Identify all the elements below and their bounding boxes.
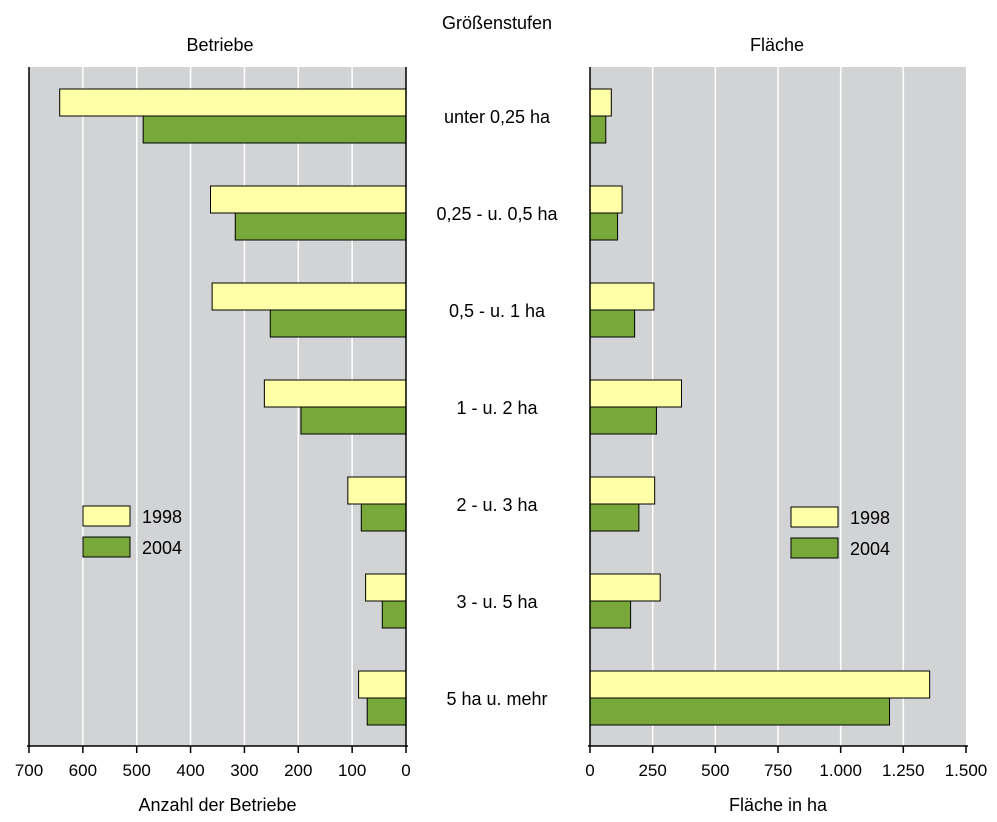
right-tick-label: 1.000 — [819, 761, 862, 780]
left-title: Betriebe — [186, 35, 253, 55]
left-tick-label: 200 — [284, 761, 312, 780]
category-labels: unter 0,25 ha 0,25 - u. 0,5 ha 0,5 - u. 1 … — [436, 107, 558, 709]
right-bar-2004 — [589, 309, 636, 338]
left-legend-swatch-2004 — [82, 536, 131, 558]
category-label: 0,25 - u. 0,5 ha — [436, 204, 558, 224]
left-legend-label-2004: 2004 — [142, 538, 182, 558]
left-bar-2004 — [142, 115, 407, 144]
right-tick-label: 250 — [638, 761, 666, 780]
right-bar-1998 — [589, 379, 682, 408]
right-legend-swatch-1998 — [790, 506, 839, 528]
left-tick-label: 600 — [69, 761, 97, 780]
left-bar-1998 — [211, 282, 407, 311]
right-bar-2004 — [589, 115, 607, 144]
left-tick-label: 500 — [123, 761, 151, 780]
right-tick-label: 500 — [701, 761, 729, 780]
left-legend-label-1998: 1998 — [142, 507, 182, 527]
left-bar-1998 — [358, 670, 407, 699]
right-bar-1998 — [589, 476, 656, 505]
category-label: unter 0,25 ha — [444, 107, 551, 127]
right-bar-1998 — [589, 185, 623, 214]
left-bar-2004 — [300, 406, 407, 435]
left-legend-swatch-1998 — [82, 505, 131, 527]
right-tick-label: 1.500 — [945, 761, 988, 780]
left-tick-label: 300 — [230, 761, 258, 780]
left-bar-2004 — [269, 309, 407, 338]
right-tick-label: 1.250 — [882, 761, 925, 780]
right-bar-1998 — [589, 282, 655, 311]
right-bar-1998 — [589, 88, 612, 117]
left-tick-label: 700 — [15, 761, 43, 780]
left-tick-label: 100 — [338, 761, 366, 780]
category-label: 3 - u. 5 ha — [456, 592, 538, 612]
right-legend-swatch-2004 — [790, 537, 839, 559]
right-tick-label: 750 — [764, 761, 792, 780]
right-chart-flaeche: 0 250 500 750 1.000 1.250 1.500 Fläche Fläche in… — [585, 35, 987, 815]
right-bar-2004 — [589, 212, 619, 241]
right-bar-2004 — [589, 697, 891, 726]
left-tick-label: 0 — [401, 761, 410, 780]
right-xlabel: Fläche in ha — [729, 795, 828, 815]
left-xlabel: Anzahl der Betriebe — [138, 795, 296, 815]
left-tick-label: 400 — [176, 761, 204, 780]
left-bar-1998 — [209, 185, 407, 214]
left-chart-betriebe: 700 600 500 400 300 200 100 0 Betriebe Anzahl der… — [15, 35, 411, 815]
right-legend-label-2004: 2004 — [850, 539, 890, 559]
left-bar-1998 — [59, 88, 407, 117]
right-bar-1998 — [589, 573, 661, 602]
left-bar-1998 — [347, 476, 407, 505]
left-bar-2004 — [381, 600, 407, 629]
left-bar-2004 — [234, 212, 407, 241]
category-label: 0,5 - u. 1 ha — [449, 301, 546, 321]
right-bar-2004 — [589, 600, 632, 629]
category-label: 1 - u. 2 ha — [456, 398, 538, 418]
category-label: 2 - u. 3 ha — [456, 495, 538, 515]
category-label: 5 ha u. mehr — [446, 689, 547, 709]
right-tick-label: 0 — [585, 761, 594, 780]
left-bar-2004 — [360, 503, 407, 532]
center-title: Größenstufen — [442, 13, 552, 33]
right-legend-label-1998: 1998 — [850, 508, 890, 528]
right-bar-1998 — [589, 670, 931, 699]
right-bar-2004 — [589, 406, 657, 435]
left-bar-1998 — [263, 379, 407, 408]
right-bar-2004 — [589, 503, 640, 532]
left-bar-1998 — [365, 573, 407, 602]
right-title: Fläche — [750, 35, 804, 55]
left-bar-2004 — [366, 697, 407, 726]
